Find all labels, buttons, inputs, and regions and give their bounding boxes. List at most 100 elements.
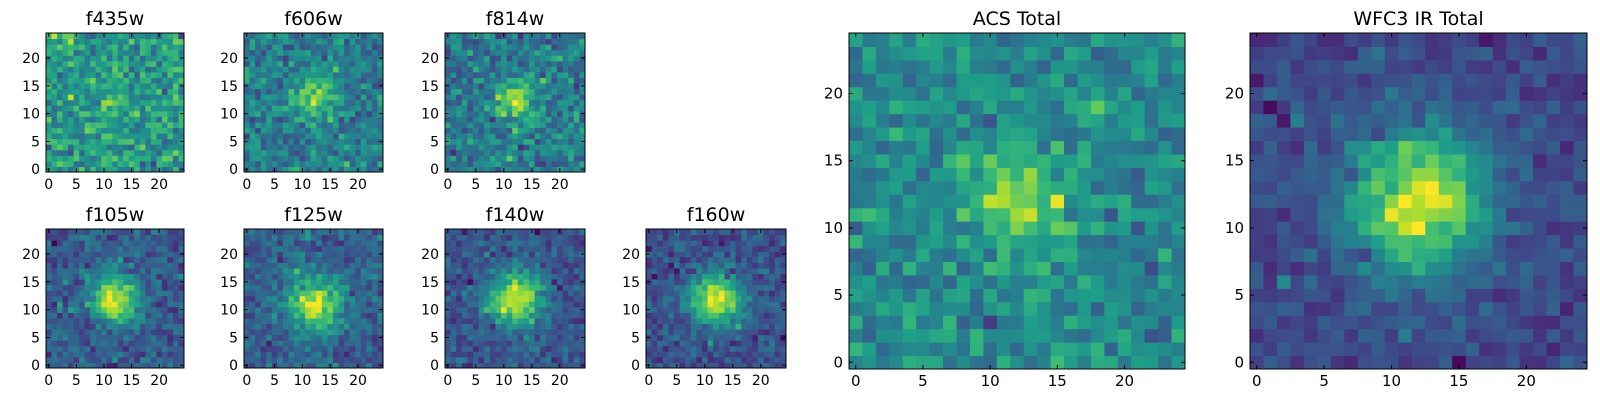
- heatmap-cell: [445, 284, 452, 291]
- heatmap-cell: [557, 340, 564, 347]
- heatmap-cell: [299, 138, 306, 145]
- heatmap-cell: [540, 60, 547, 67]
- heatmap-cell: [916, 261, 931, 276]
- heatmap-cell: [282, 279, 289, 286]
- heatmap-cell: [282, 44, 289, 51]
- heatmap-cell: [161, 77, 168, 84]
- heatmap-cell: [349, 229, 356, 236]
- heatmap-cell: [106, 229, 113, 236]
- heatmap-cell: [294, 356, 301, 363]
- heatmap-cell: [501, 99, 508, 106]
- heatmap-cell: [529, 312, 536, 319]
- heatmap-cell: [244, 144, 251, 151]
- heatmap-cell: [969, 342, 984, 357]
- heatmap-cell: [562, 267, 569, 274]
- heatmap-cell: [305, 345, 312, 352]
- heatmap-cell: [134, 49, 141, 56]
- heatmap-cell: [506, 284, 513, 291]
- heatmap-cell: [282, 295, 289, 302]
- heatmap-cell: [662, 323, 669, 330]
- heatmap-cell: [568, 323, 575, 330]
- heatmap-cell: [461, 273, 468, 280]
- heatmap-cell: [360, 329, 367, 336]
- heatmap-cell: [489, 77, 496, 84]
- heatmap-cell: [774, 251, 781, 258]
- heatmap-cell: [512, 133, 519, 140]
- heatmap-cell: [338, 166, 345, 173]
- heatmap-cell: [489, 256, 496, 263]
- heatmap-cell: [366, 71, 373, 78]
- heatmap-cell: [769, 262, 776, 269]
- heatmap-cell: [730, 240, 737, 247]
- heatmap-cell: [495, 138, 502, 145]
- heatmap-cell: [730, 290, 737, 297]
- heatmap-cell: [84, 94, 91, 101]
- heatmap-cell: [106, 279, 113, 286]
- heatmap-cell: [139, 83, 146, 90]
- heatmap-cell: [769, 317, 776, 325]
- heatmap-cell: [551, 71, 558, 78]
- heatmap-cell: [969, 328, 984, 343]
- heatmap-cell: [718, 240, 725, 247]
- heatmap-cell: [316, 110, 323, 117]
- heatmap-cell: [128, 279, 135, 286]
- heatmap-cell: [172, 234, 179, 241]
- heatmap-cell: [310, 66, 317, 73]
- heatmap-cell: [969, 153, 984, 168]
- heatmap-cell: [145, 105, 152, 112]
- heatmap-cell: [534, 306, 541, 313]
- heatmap-cell: [568, 44, 575, 51]
- heatmap-cell: [244, 356, 251, 363]
- heatmap-cell: [366, 105, 373, 112]
- heatmap-cell: [167, 133, 174, 140]
- heatmap-cell: [529, 121, 536, 129]
- heatmap-cell: [545, 273, 552, 280]
- heatmap-cell: [579, 356, 586, 363]
- heatmap-cell: [862, 207, 877, 222]
- heatmap-cell: [117, 155, 124, 162]
- heatmap-cell: [758, 340, 765, 347]
- heatmap-cell: [90, 334, 97, 341]
- heatmap-cell: [299, 55, 306, 62]
- heatmap-cell: [51, 88, 58, 95]
- heatmap-cell: [366, 351, 373, 358]
- heatmap-cell: [299, 256, 306, 263]
- heatmap-cell: [730, 340, 737, 347]
- heatmap-cell: [696, 345, 703, 352]
- heatmap-cell: [316, 245, 323, 252]
- heatmap-cell: [57, 66, 64, 73]
- heatmap-cell: [79, 110, 86, 117]
- heatmap-cell: [249, 356, 256, 363]
- heatmap-cell: [68, 88, 75, 95]
- heatmap-cell: [752, 306, 759, 313]
- heatmap-cell: [134, 149, 141, 156]
- heatmap-cell: [484, 345, 491, 352]
- heatmap-cell: [90, 262, 97, 269]
- heatmap-cell: [685, 345, 692, 352]
- heatmap-cell: [255, 245, 262, 252]
- heatmap-cell: [741, 362, 748, 369]
- heatmap-cell: [123, 229, 130, 236]
- heatmap-cell: [294, 295, 301, 302]
- heatmap-cell: [167, 33, 174, 40]
- heatmap-cell: [106, 251, 113, 258]
- heatmap-cell: [282, 251, 289, 258]
- heatmap-cell: [332, 138, 340, 145]
- heatmap-cell: [651, 351, 658, 358]
- heatmap-cell: [145, 166, 152, 173]
- heatmap-cell: [445, 105, 452, 112]
- heatmap-cell: [489, 99, 496, 106]
- heatmap-cell: [327, 251, 334, 258]
- heatmap-cell: [344, 83, 351, 90]
- heatmap-cell: [112, 71, 119, 78]
- heatmap-cell: [568, 77, 575, 84]
- heatmap-cell: [445, 60, 452, 67]
- heatmap-cell: [79, 121, 86, 129]
- heatmap-cell: [282, 329, 289, 336]
- heatmap-cell: [106, 262, 113, 269]
- heatmap-cell: [568, 251, 575, 258]
- heatmap-cell: [724, 284, 731, 291]
- heatmap-cell: [112, 144, 119, 151]
- heatmap-cell: [366, 306, 373, 313]
- heatmap-cell: [112, 138, 119, 145]
